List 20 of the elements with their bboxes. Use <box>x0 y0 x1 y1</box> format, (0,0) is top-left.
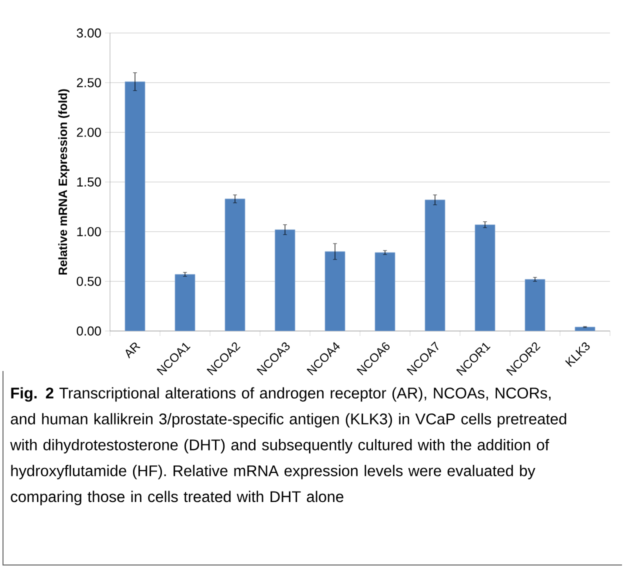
bar <box>174 274 196 331</box>
bar <box>524 279 546 331</box>
y-tick-label: 0.50 <box>76 276 101 286</box>
bar <box>224 198 246 331</box>
bar <box>324 251 346 331</box>
y-tick-label: 2.50 <box>76 78 101 88</box>
bar <box>574 326 596 331</box>
x-tick-label: AR <box>126 342 140 359</box>
bar <box>374 252 396 331</box>
bar <box>424 200 446 331</box>
y-tick-label: 1.50 <box>77 177 101 187</box>
y-tick-label: 2.00 <box>76 128 101 137</box>
text: Fig. 2 Transcriptional alterations of androgen receptor (AR), NCOAs, NCORs, and human kallikrein 3/prostate-specific antigen (KLK3) in VCaP cells pretreated with dihydrotestosterone (DHT) and subsequently cultured with the addition of hydroxyflutamide (HF). Relative mRNA expression levels were evaluated by comparing those in cells treated with DHT alone <box>10 387 566 506</box>
y-tick-label: 1.00 <box>77 227 101 236</box>
bar <box>274 229 296 331</box>
y-axis-title: Relative mRNA Expression (fold) <box>58 89 70 275</box>
bar <box>474 224 496 331</box>
y-tick-label: 3.00 <box>76 28 101 38</box>
bar <box>124 81 146 331</box>
y-tick-label: 0.00 <box>76 326 101 336</box>
